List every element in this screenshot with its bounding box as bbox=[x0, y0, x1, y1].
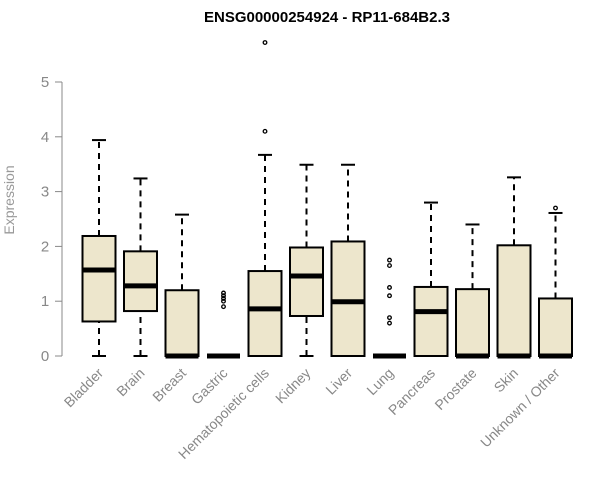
box-lung bbox=[373, 257, 406, 359]
x-tick-label: Breast bbox=[149, 365, 189, 405]
outlier-point bbox=[553, 205, 558, 211]
x-tick-label: Prostate bbox=[431, 365, 479, 413]
outlier-point bbox=[387, 315, 392, 321]
y-tick-label: 3 bbox=[41, 184, 49, 201]
outlier-point bbox=[221, 290, 226, 296]
box-breast bbox=[164, 213, 200, 359]
outlier-point bbox=[387, 263, 392, 269]
box-iqr bbox=[538, 297, 573, 357]
box-iqr bbox=[289, 246, 324, 317]
outlier-point bbox=[387, 320, 392, 326]
outlier-point bbox=[221, 298, 226, 304]
y-axis-label: Expression bbox=[1, 165, 17, 234]
outlier-point bbox=[387, 293, 392, 299]
y-tick-label: 1 bbox=[41, 293, 49, 310]
box-hematopoietic-cells bbox=[247, 40, 283, 357]
chart-title: ENSG00000254924 - RP11-684B2.3 bbox=[204, 9, 450, 26]
box-kidney bbox=[289, 163, 324, 357]
y-tick-label: 2 bbox=[41, 238, 49, 255]
outlier-point bbox=[221, 293, 226, 299]
x-tick-label: Kidney bbox=[272, 365, 314, 407]
box-iqr bbox=[496, 244, 532, 357]
y-tick-label: 5 bbox=[41, 74, 49, 91]
box-prostate bbox=[455, 223, 490, 359]
y-tick-label: 0 bbox=[41, 348, 49, 365]
x-tick-label: Brain bbox=[113, 365, 147, 399]
box-iqr bbox=[123, 250, 158, 313]
box-gastric bbox=[207, 290, 240, 359]
box-skin bbox=[496, 176, 532, 359]
outlier-point bbox=[262, 40, 268, 45]
y-axis: 0 1 2 3 4 5 bbox=[41, 74, 63, 365]
box-iqr bbox=[81, 234, 117, 323]
outlier-point bbox=[387, 285, 392, 290]
box-iqr bbox=[247, 270, 283, 357]
box-pancreas bbox=[413, 201, 449, 357]
box-iqr bbox=[330, 240, 366, 357]
x-tick-label: Bladder bbox=[61, 365, 107, 411]
outlier-point bbox=[221, 304, 226, 310]
outlier-point bbox=[387, 257, 392, 263]
box-bladder bbox=[81, 139, 117, 357]
box-unknown-other bbox=[538, 205, 573, 359]
x-tick-label: Unknown / Other bbox=[477, 365, 563, 451]
x-tick-label: Liver bbox=[322, 365, 355, 398]
boxes bbox=[81, 40, 573, 359]
box-iqr bbox=[455, 288, 490, 358]
box-iqr bbox=[164, 289, 200, 357]
outlier-point bbox=[262, 128, 268, 134]
x-tick-label: Skin bbox=[491, 365, 522, 396]
box-liver bbox=[330, 163, 366, 357]
outlier-point bbox=[221, 296, 226, 301]
box-brain bbox=[123, 177, 158, 357]
x-tick-label: Lung bbox=[363, 365, 396, 398]
box-iqr bbox=[413, 285, 449, 357]
y-tick-label: 4 bbox=[41, 129, 49, 146]
